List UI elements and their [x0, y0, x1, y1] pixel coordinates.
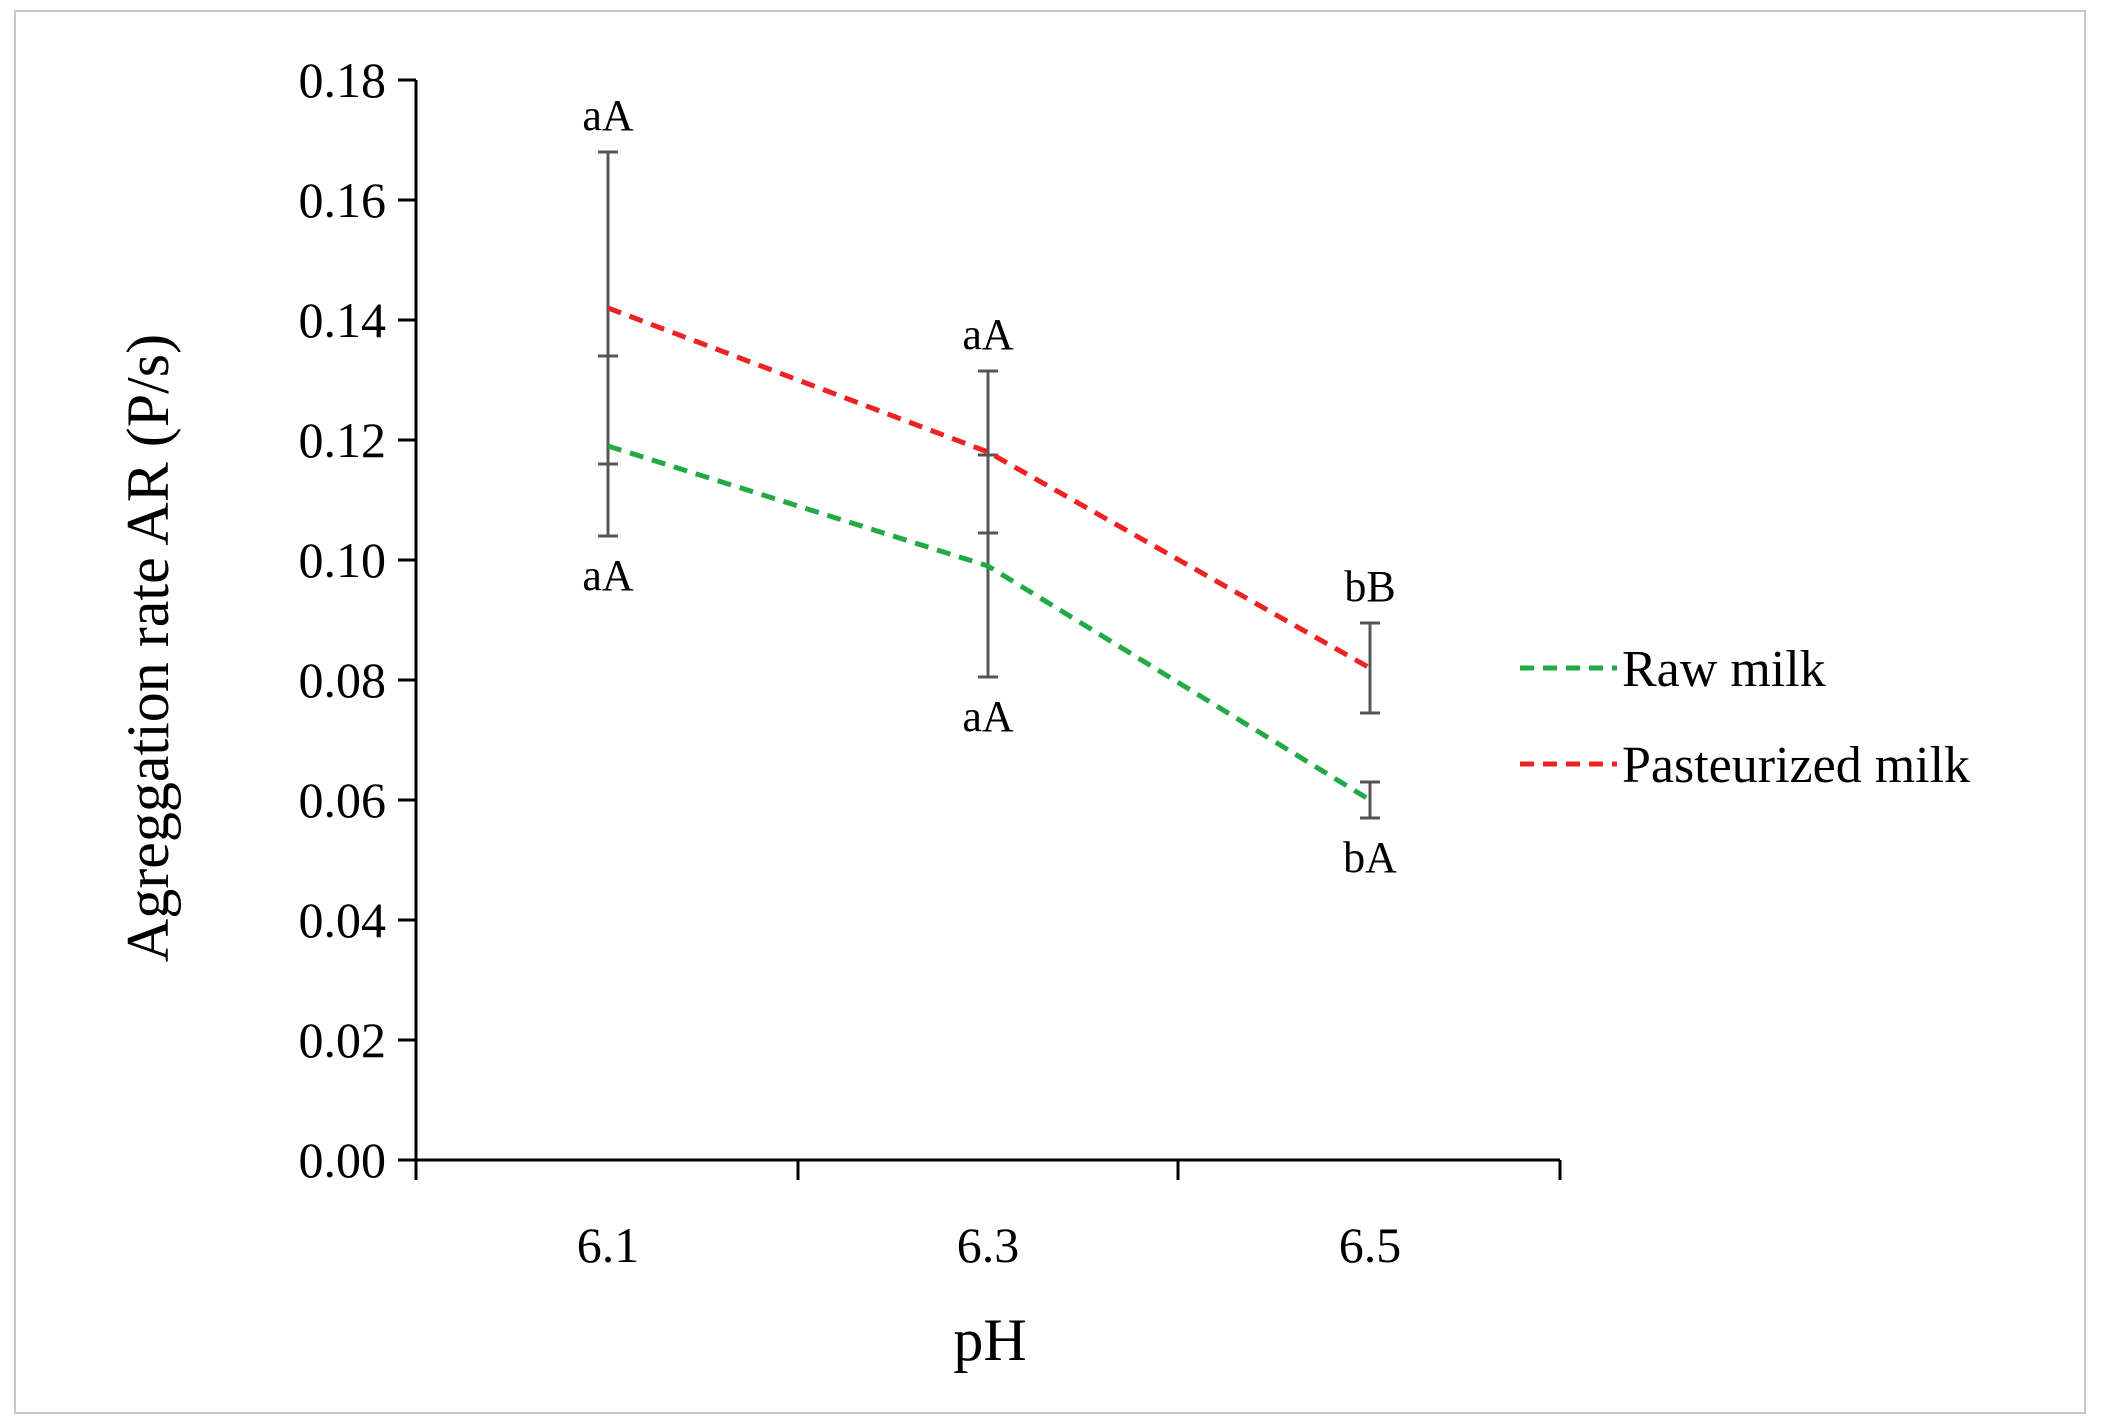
data-annotation: aA	[962, 310, 1014, 359]
series-line-raw-milk	[607, 443, 1372, 803]
y-tick-label: 0.10	[299, 532, 387, 588]
annotations: aA aA bA aA aA bB	[582, 91, 1397, 882]
x-tick-label: 6.5	[1339, 1217, 1402, 1273]
x-tick-label: 6.3	[957, 1217, 1020, 1273]
y-tick-label: 0.14	[299, 292, 387, 348]
data-annotation: aA	[962, 692, 1014, 741]
y-tick-label: 0.00	[299, 1132, 387, 1188]
legend-label-raw-milk: Raw milk	[1622, 641, 1826, 698]
y-tick-label: 0.18	[299, 52, 387, 108]
data-annotation: bB	[1344, 562, 1395, 611]
y-axis-title: Agreggation rate AR (P/s)	[115, 334, 181, 962]
y-tick-label: 0.12	[299, 412, 387, 468]
legend: Raw milk Pasteurized milk	[1520, 641, 1970, 794]
data-annotation: aA	[582, 91, 634, 140]
y-tick-label: 0.02	[299, 1012, 387, 1068]
data-annotation: bA	[1343, 833, 1397, 882]
x-axis-title: pH	[953, 1307, 1026, 1373]
tick-labels: 0.00 0.02 0.04 0.06 0.08 0.10 0.12 0.14 0.16 0.18…	[299, 52, 1402, 1273]
y-tick-label: 0.08	[299, 652, 387, 708]
error-bars	[598, 150, 1380, 820]
axes	[398, 78, 1562, 1180]
chart-frame	[14, 10, 2086, 1414]
y-tick-label: 0.16	[299, 172, 387, 228]
y-tick-label: 0.06	[299, 772, 387, 828]
data-annotation: aA	[582, 551, 634, 600]
y-tick-label: 0.04	[299, 892, 387, 948]
series-lines	[607, 305, 1372, 803]
x-tick-label: 6.1	[577, 1217, 640, 1273]
series-line-pasteurized-milk	[607, 305, 1372, 671]
legend-label-pasteurized-milk: Pasteurized milk	[1622, 737, 1970, 794]
